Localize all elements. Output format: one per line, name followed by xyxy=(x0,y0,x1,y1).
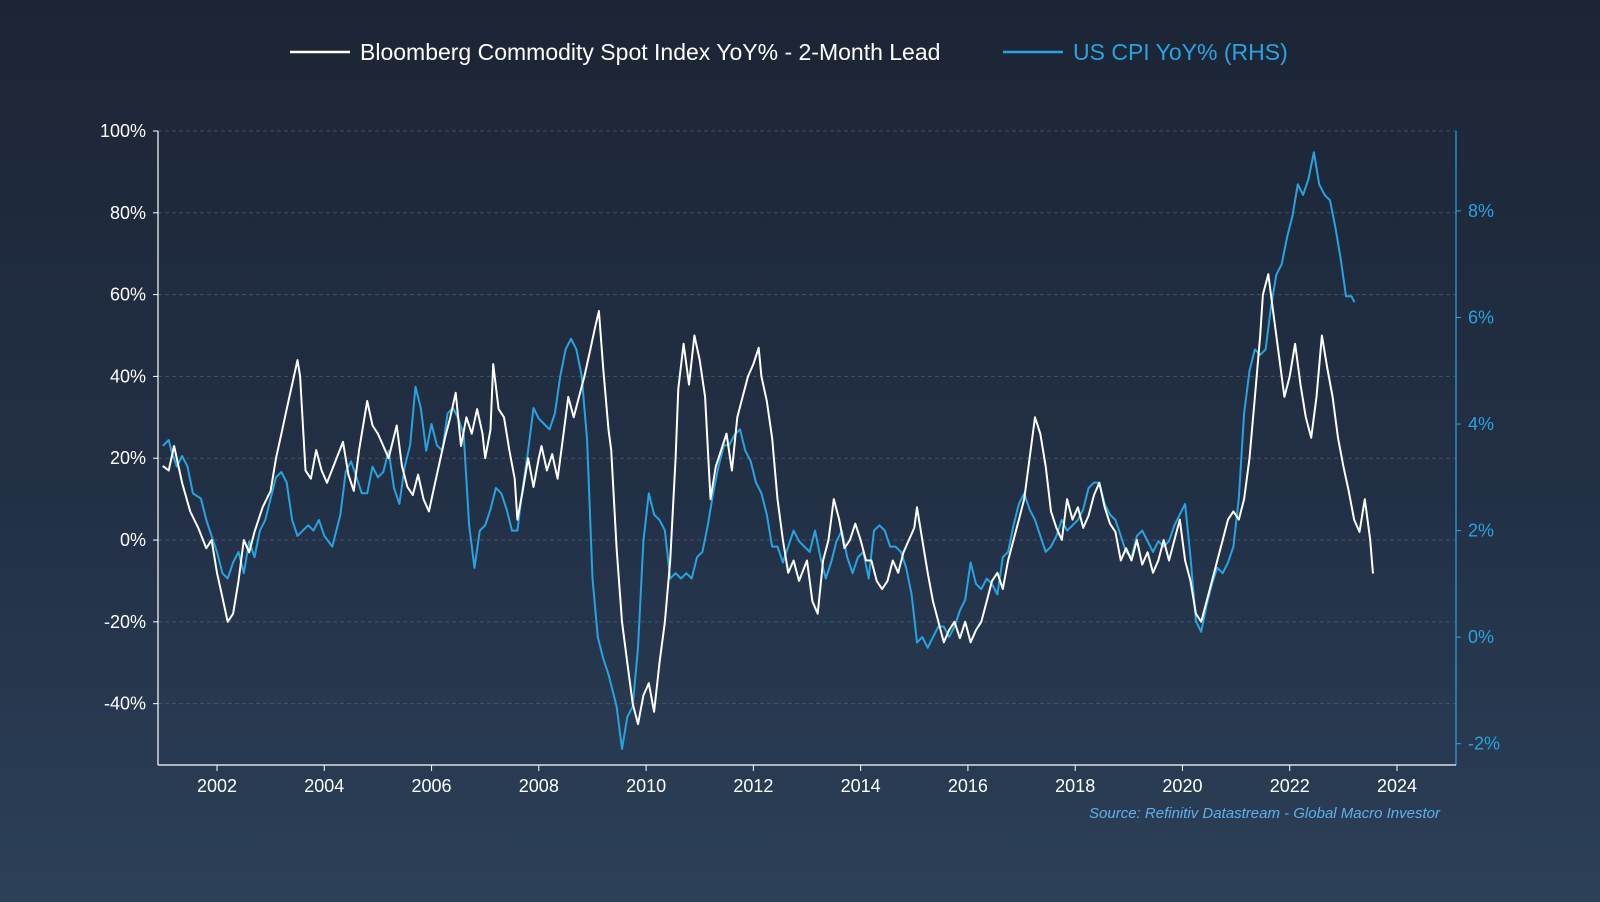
legend-bcom-label: Bloomberg Commodity Spot Index YoY% - 2-… xyxy=(360,39,940,65)
right-tick-label: 4% xyxy=(1468,414,1494,434)
right-tick-label: 0% xyxy=(1468,627,1494,647)
x-tick-label: 2020 xyxy=(1162,776,1202,796)
right-axis: 8% 6% 4% 2% 0% -2% xyxy=(1455,131,1500,765)
x-tick-label: 2010 xyxy=(626,776,666,796)
x-tick-label: 2006 xyxy=(412,776,452,796)
x-tick-label: 2018 xyxy=(1055,776,1095,796)
left-tick-label: 0% xyxy=(120,530,146,550)
series-line-cpi xyxy=(162,151,1356,750)
x-tick-label: 2012 xyxy=(733,776,773,796)
right-tick-label: 2% xyxy=(1468,521,1494,541)
left-tick-label: 60% xyxy=(110,285,146,305)
series-lines xyxy=(162,151,1374,750)
left-tick-label: -40% xyxy=(104,694,146,714)
left-tick-label: 100% xyxy=(100,121,146,141)
source-note: Source: Refinitiv Datastream - Global Ma… xyxy=(1089,805,1441,822)
right-tick-label: -2% xyxy=(1468,734,1500,754)
x-tick-label: 2024 xyxy=(1377,776,1417,796)
x-axis: 2002 2004 2006 2008 2010 2012 2014 2016 2018 2020… xyxy=(158,764,1456,796)
right-tick-label: 6% xyxy=(1468,307,1494,327)
x-tick-label: 2008 xyxy=(519,776,559,796)
series-line-bcom xyxy=(162,273,1374,726)
grid-lines xyxy=(158,130,1456,705)
right-tick-label: 8% xyxy=(1468,201,1494,221)
x-tick-label: 2022 xyxy=(1270,776,1310,796)
legend-cpi-label: US CPI YoY% (RHS) xyxy=(1073,39,1288,65)
x-tick-label: 2016 xyxy=(948,776,988,796)
left-axis: 100% 80% 60% 40% 20% 0% -20% -40% xyxy=(100,121,159,765)
x-tick-label: 2002 xyxy=(197,776,237,796)
left-tick-label: 20% xyxy=(110,448,146,468)
left-tick-label: -20% xyxy=(104,612,146,632)
x-tick-label: 2014 xyxy=(841,776,881,796)
left-tick-label: 40% xyxy=(110,366,146,386)
x-tick-label: 2004 xyxy=(304,776,344,796)
left-tick-label: 80% xyxy=(110,203,146,223)
legend: Bloomberg Commodity Spot Index YoY% - 2-… xyxy=(290,39,1288,65)
